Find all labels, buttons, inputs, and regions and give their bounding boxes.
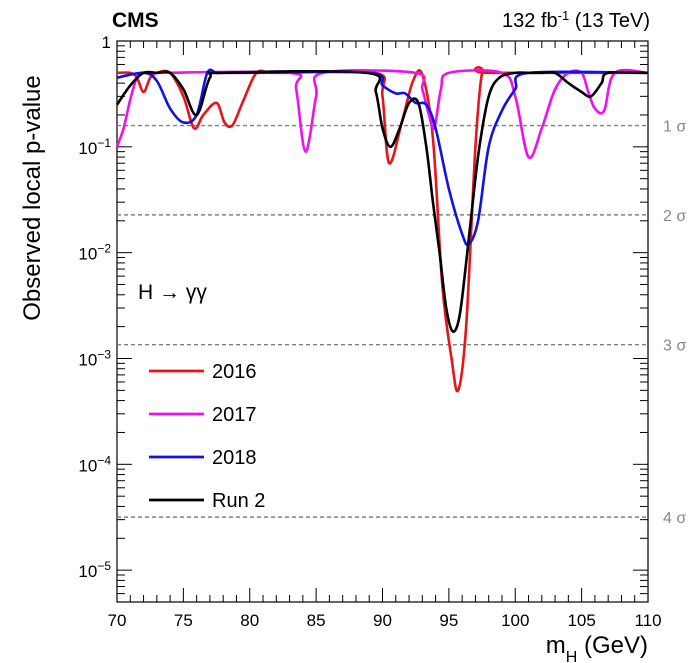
legend-label-run-2: Run 2 xyxy=(212,490,265,512)
sigma-lines: 1 σ 2 σ 3 σ 4 σ xyxy=(117,119,686,527)
y-tick-label: 1 xyxy=(102,33,111,52)
sigma-label: 1 σ xyxy=(663,119,686,136)
y-tick-label: 10−5 xyxy=(78,559,111,581)
y-tick-label: 10−2 xyxy=(78,242,111,264)
axis-ticks: 70 75 80 85 90 95 100 105 110 1 10−1 10−2 10−3 10−4 10… xyxy=(78,33,661,630)
series-curves xyxy=(115,66,649,393)
x-tick-label: 70 xyxy=(108,611,127,630)
x-tick-label: 110 xyxy=(634,611,661,630)
y-tick-label: 10−4 xyxy=(78,453,111,475)
y-tick-label: 10−3 xyxy=(78,347,111,369)
x-tick-label: 75 xyxy=(174,611,193,630)
y-axis-label: Observed local p-value xyxy=(19,75,46,320)
x-tick-label: 100 xyxy=(501,611,529,630)
sigma-label: 2 σ xyxy=(663,208,686,225)
x-tick-label: 105 xyxy=(567,611,595,630)
luminosity-label: 132 fb-1 (13 TeV) xyxy=(502,8,650,33)
experiment-label: CMS xyxy=(112,9,159,32)
process-annotation: H → γγ xyxy=(138,281,207,304)
x-tick-label: 85 xyxy=(307,611,326,630)
x-axis-label: mH (GeV) xyxy=(546,632,648,663)
legend-label-2017: 2017 xyxy=(212,404,257,426)
series-curve-run-2 xyxy=(115,69,649,333)
x-tick-label: 95 xyxy=(439,611,458,630)
x-tick-label: 90 xyxy=(373,611,392,630)
x-tick-label: 80 xyxy=(240,611,259,630)
legend-label-2018: 2018 xyxy=(212,447,257,469)
legend: 2016 2017 2018 Run 2 xyxy=(149,361,265,512)
sigma-label: 3 σ xyxy=(663,338,686,355)
legend-label-2016: 2016 xyxy=(212,361,257,383)
sigma-label: 4 σ xyxy=(663,510,686,527)
y-tick-label: 10−1 xyxy=(78,136,111,158)
series-curve-2018 xyxy=(116,68,649,247)
